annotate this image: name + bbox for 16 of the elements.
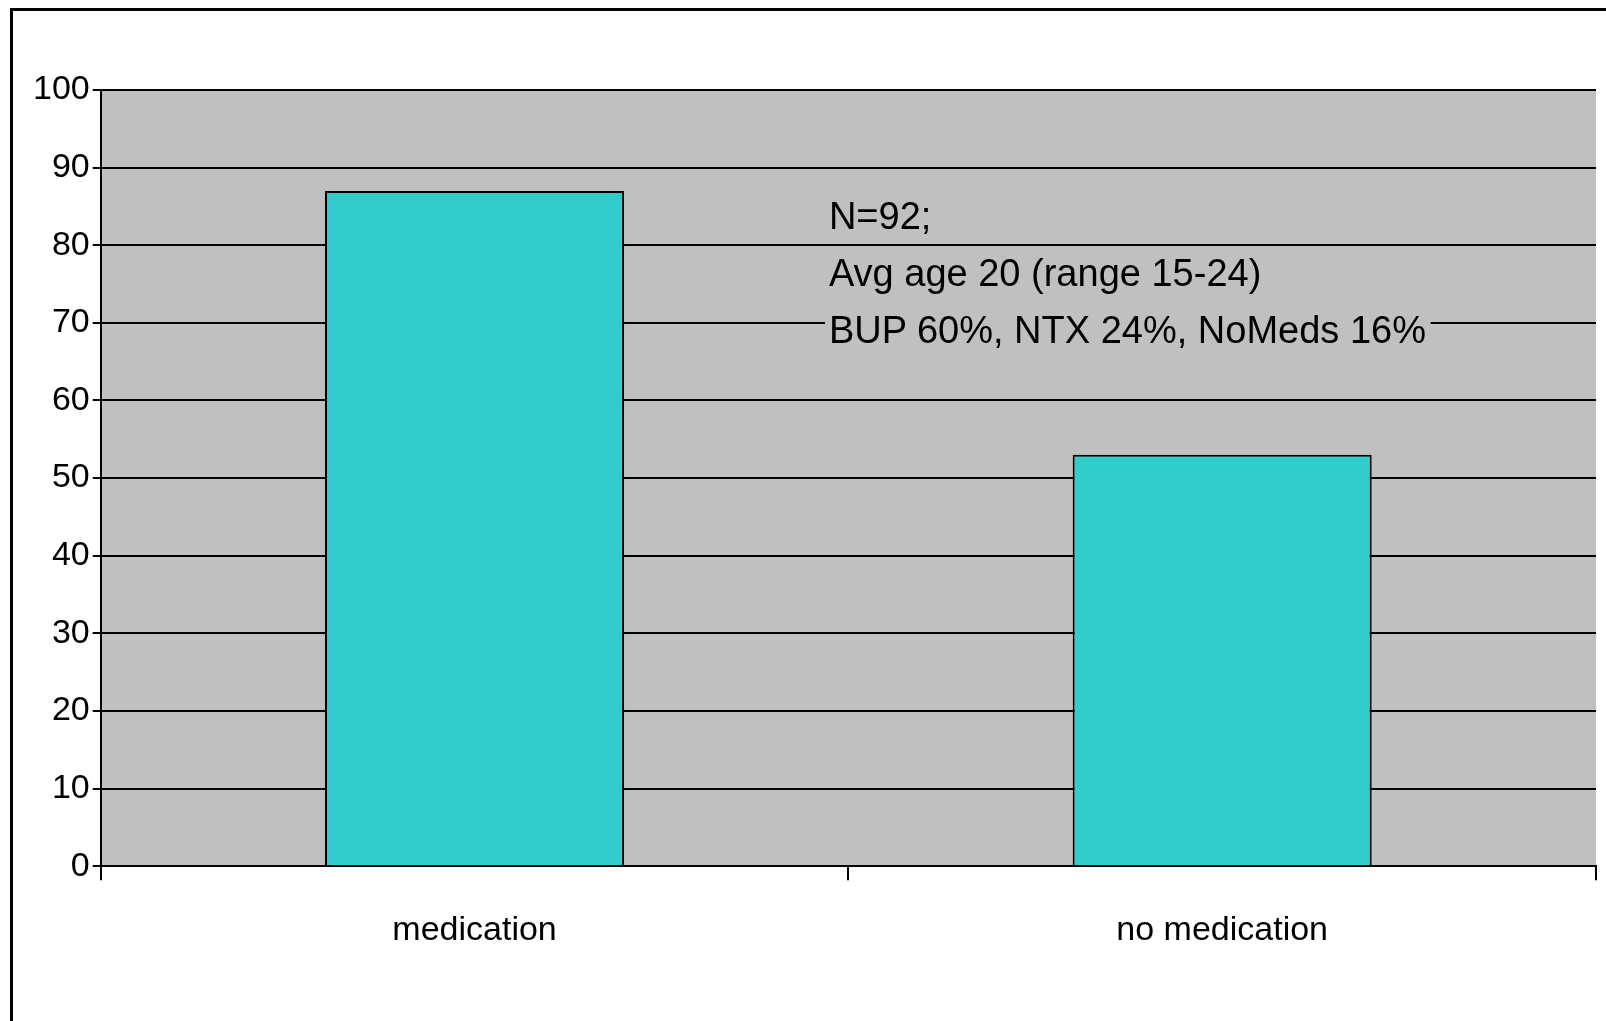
y-tick-label: 30 (51, 611, 90, 650)
y-tick-label: 90 (51, 145, 90, 184)
y-tick-label: 100 (32, 68, 90, 107)
y-tick-label: 70 (51, 301, 90, 340)
x-tick-label: no medication (1116, 908, 1329, 947)
x-tick-label: medication (392, 908, 557, 947)
y-tick-label: 10 (51, 766, 90, 805)
y-tick-label: 0 (70, 844, 90, 883)
y-tick-label: 20 (51, 689, 90, 728)
annotation: Avg age 20 (range 15-24) (828, 251, 1262, 294)
y-tick-label: 50 (51, 456, 90, 495)
y-tick-label: 60 (51, 378, 90, 417)
y-tick-label: 40 (51, 534, 90, 573)
annotation: N=92; (828, 194, 932, 237)
y-tick-label: 80 (51, 223, 90, 262)
annotation: BUP 60%, NTX 24%, NoMeds 16% (828, 308, 1426, 351)
